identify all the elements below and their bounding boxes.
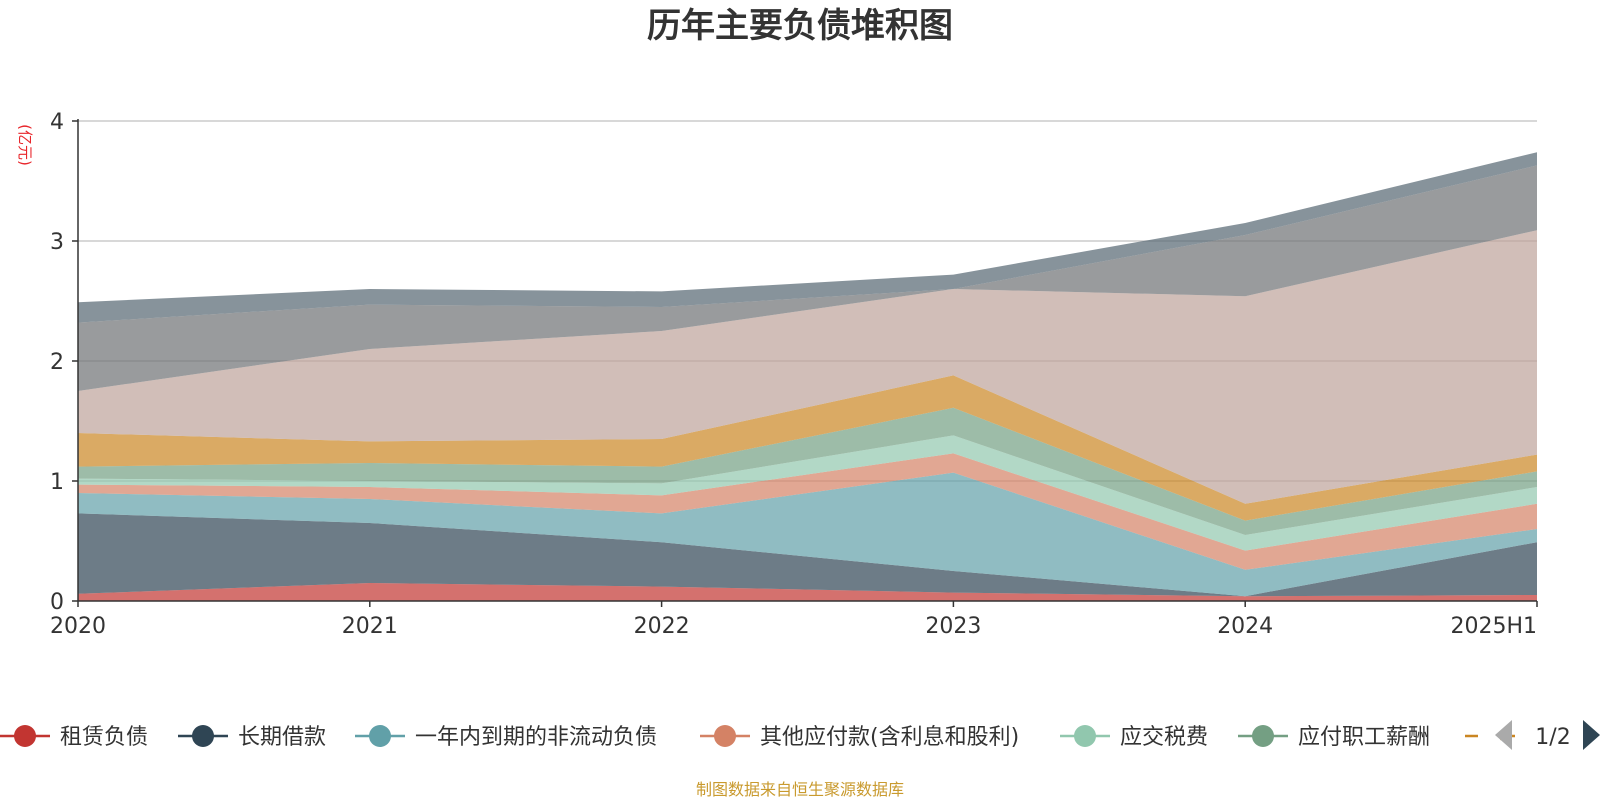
area-应付账款 — [78, 375, 1537, 521]
legend-item[interactable]: 长期借款 — [178, 725, 326, 750]
x-tick-label: 2020 — [50, 614, 106, 639]
legend-marker — [14, 725, 36, 747]
area-应付职工薪酬 — [78, 407, 1537, 535]
x-tick-label: 2022 — [634, 614, 690, 639]
axes: 0 1 2 3 4 2020 2021 2022 2023 2024 2025H1 — [50, 110, 1538, 639]
legend-marker — [1252, 725, 1274, 747]
legend-marker — [192, 725, 214, 747]
legend-label: 其他应付款(含利息和股利) — [760, 725, 1019, 750]
chart-title: 历年主要负债堆积图 — [647, 6, 953, 46]
y-tick-label: 2 — [50, 350, 64, 375]
x-tick-label: 2024 — [1217, 614, 1273, 639]
y-tick-label: 3 — [50, 230, 64, 255]
y-tick-label: 0 — [50, 590, 64, 615]
legend-marker — [714, 725, 736, 747]
legend-next-icon[interactable] — [1583, 720, 1600, 750]
legend-label: 一年内到期的非流动负债 — [415, 725, 657, 750]
legend-label: 应付职工薪酬 — [1298, 725, 1430, 750]
legend-label: 应交税费 — [1120, 725, 1208, 750]
x-tick-label: 2021 — [342, 614, 398, 639]
area-一年内到期的非流动负债 — [78, 472, 1537, 597]
area-长期借款 — [78, 513, 1537, 597]
legend-item[interactable]: 其他应付款(含利息和股利) — [700, 725, 1019, 750]
area-应交税费 — [78, 435, 1537, 551]
legend-prev-icon[interactable] — [1495, 720, 1512, 750]
legend-label: 长期借款 — [238, 725, 326, 750]
x-tick-label: 2023 — [925, 614, 981, 639]
legend-label: 租赁负债 — [60, 725, 148, 750]
legend-item[interactable]: 一年内到期的非流动负债 — [355, 725, 657, 750]
area-series — [78, 152, 1537, 601]
legend-marker — [369, 725, 391, 747]
y-tick-label: 1 — [50, 470, 64, 495]
area-租赁负债 — [78, 583, 1537, 601]
legend: 租赁负债 长期借款 一年内到期的非流动负债 其他应付款(含利息和股利) 应交税费 应付职工… — [0, 720, 1600, 755]
area-其他应付款(含利息和股利) — [78, 453, 1537, 570]
legend-item[interactable]: 应付职工薪酬 — [1238, 725, 1430, 750]
x-tick-label: 2025H1 — [1450, 614, 1537, 639]
legend-item[interactable]: 应交税费 — [1060, 725, 1208, 750]
area-短期借款 — [78, 165, 1537, 391]
legend-page-indicator: 1/2 — [1535, 725, 1570, 750]
legend-item[interactable]: 租赁负债 — [0, 725, 148, 750]
data-source-note: 制图数据来自恒生聚源数据库 — [696, 780, 904, 799]
y-axis-unit: (亿元) — [16, 124, 34, 166]
legend-marker — [1074, 725, 1096, 747]
area-合同负债 — [78, 230, 1537, 504]
legend-overflow-mask — [1478, 720, 1500, 755]
y-tick-label: 4 — [50, 110, 64, 135]
area-其他负债 — [78, 152, 1537, 323]
